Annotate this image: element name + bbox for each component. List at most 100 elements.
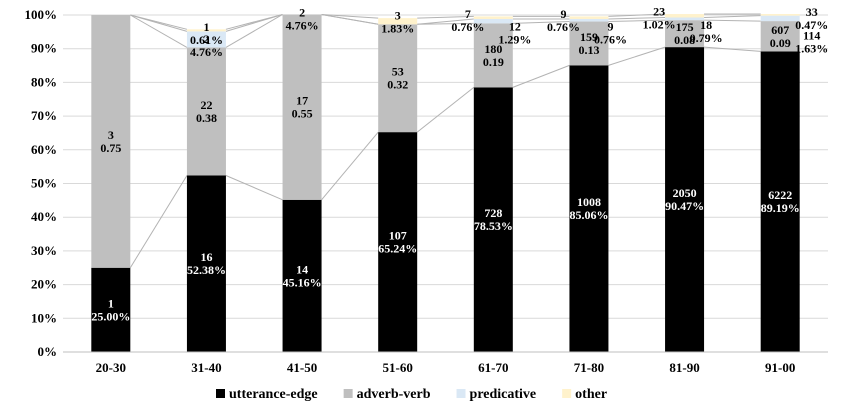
- data-label: 0.61%: [190, 33, 223, 47]
- y-tick-label: 10%: [31, 310, 57, 325]
- data-label: 33: [806, 5, 818, 19]
- bar-segment-adverb-verb: [473, 23, 513, 88]
- data-label: 1.83%: [381, 22, 414, 36]
- connector-line: [512, 64, 570, 88]
- legend-label-utterance-edge: utterance-edge: [229, 387, 318, 402]
- legend-swatch-utterance-edge: [216, 389, 225, 398]
- x-tick-label: 61-70: [478, 360, 508, 375]
- bar-segment-other: [378, 18, 418, 25]
- x-tick-label: 20-30: [96, 360, 126, 375]
- connector-line: [321, 13, 379, 19]
- bar-segment-utterance-edge: [473, 87, 513, 353]
- y-tick-label: 30%: [31, 243, 57, 258]
- data-label: 6222: [768, 188, 792, 202]
- data-label: 0.55: [292, 107, 313, 121]
- data-label: 0.38: [196, 111, 217, 125]
- connector-line: [417, 18, 474, 25]
- connector-line: [704, 46, 761, 52]
- data-label: 14: [296, 262, 308, 276]
- y-tick-label: 20%: [31, 277, 57, 292]
- data-label: 114: [803, 28, 820, 42]
- data-label: 4.76%: [190, 45, 223, 59]
- bar-segment-utterance-edge: [760, 51, 800, 353]
- data-label: 65.24%: [378, 242, 417, 256]
- data-label: 3: [395, 9, 401, 23]
- x-tick-label: 91-00: [765, 360, 795, 375]
- data-label: 3: [108, 128, 114, 142]
- legend-swatch-adverb-verb: [343, 389, 353, 398]
- data-label: 52.38%: [187, 263, 226, 277]
- bar-segment-predicative: [665, 17, 705, 21]
- bar-segment-utterance-edge: [378, 132, 418, 352]
- data-label: 2: [299, 6, 305, 20]
- connector-line: [608, 16, 666, 20]
- connector-line: [417, 22, 474, 25]
- data-label: 78.53%: [474, 219, 513, 233]
- data-label: 1.29%: [498, 32, 531, 46]
- bar-segment-utterance-edge: [665, 47, 705, 353]
- data-label: 0.32: [387, 78, 408, 92]
- x-tick-label: 31-40: [191, 360, 221, 375]
- data-label: 12: [509, 19, 521, 33]
- bar-segment-predicative: [473, 18, 513, 24]
- x-tick-label: 41-50: [287, 360, 317, 375]
- data-label: 53: [392, 65, 404, 79]
- x-tick-label: 71-80: [574, 360, 604, 375]
- legend-label-other: other: [575, 387, 607, 402]
- bar-segment-predicative: [760, 15, 800, 22]
- data-label: 0.76%: [451, 20, 484, 34]
- data-label: 4.76%: [286, 19, 319, 33]
- data-label: 0.47%: [795, 18, 828, 32]
- legend-label-predicative: predicative: [470, 387, 537, 402]
- bar-segment-utterance-edge: [186, 175, 226, 352]
- bar-segment-adverb-verb: [569, 21, 609, 66]
- data-label: 1: [203, 20, 209, 34]
- connector-line: [130, 14, 188, 30]
- data-label: 0.13: [578, 43, 599, 57]
- data-label: 16: [200, 250, 212, 264]
- y-tick-label: 40%: [31, 209, 57, 224]
- data-label: 17: [296, 94, 308, 108]
- bar-segment-other: [186, 29, 226, 32]
- bar-segment-other: [665, 14, 705, 18]
- data-label: 89.19%: [761, 201, 800, 215]
- gridlines: [63, 14, 828, 353]
- x-tick-label: 51-60: [383, 360, 413, 375]
- connector-line: [129, 175, 188, 269]
- bars: [91, 14, 800, 353]
- data-label: 90.47%: [665, 199, 704, 213]
- y-tick-label: 0%: [38, 344, 58, 359]
- connector-line: [704, 19, 761, 22]
- connector-line: [321, 131, 379, 201]
- bar-segment-utterance-edge: [569, 65, 609, 352]
- connector-line: [225, 13, 283, 30]
- data-label: 1.63%: [795, 41, 828, 55]
- y-tick-label: 60%: [31, 142, 57, 157]
- y-tick-label: 70%: [31, 108, 57, 123]
- data-label: 0.09: [770, 36, 791, 50]
- connector-line: [608, 46, 666, 66]
- bar-segment-predicative: [186, 31, 226, 48]
- y-tick-label: 80%: [31, 74, 57, 89]
- connector-line: [512, 21, 570, 24]
- connector-line: [225, 175, 283, 201]
- data-label: 159: [580, 30, 598, 44]
- data-label: 9: [560, 7, 566, 21]
- data-label: 728: [484, 206, 502, 220]
- data-label: 85.06%: [569, 208, 608, 222]
- connector-line: [608, 19, 666, 23]
- legend-swatch-predicative: [456, 389, 466, 398]
- connector-line: [321, 13, 379, 25]
- y-tick-label: 50%: [31, 176, 57, 191]
- data-label: 22: [200, 98, 212, 112]
- bar-segment-adverb-verb: [760, 21, 800, 52]
- bar-segment-other: [569, 16, 609, 19]
- bar-segment-adverb-verb: [282, 14, 322, 200]
- bar-segment-utterance-edge: [282, 199, 322, 352]
- data-label: 107: [389, 229, 407, 243]
- data-label: 45.16%: [283, 275, 322, 289]
- series-connector-lines: [129, 13, 761, 269]
- data-label: 0.76%: [547, 20, 580, 34]
- data-label: 1008: [577, 195, 601, 209]
